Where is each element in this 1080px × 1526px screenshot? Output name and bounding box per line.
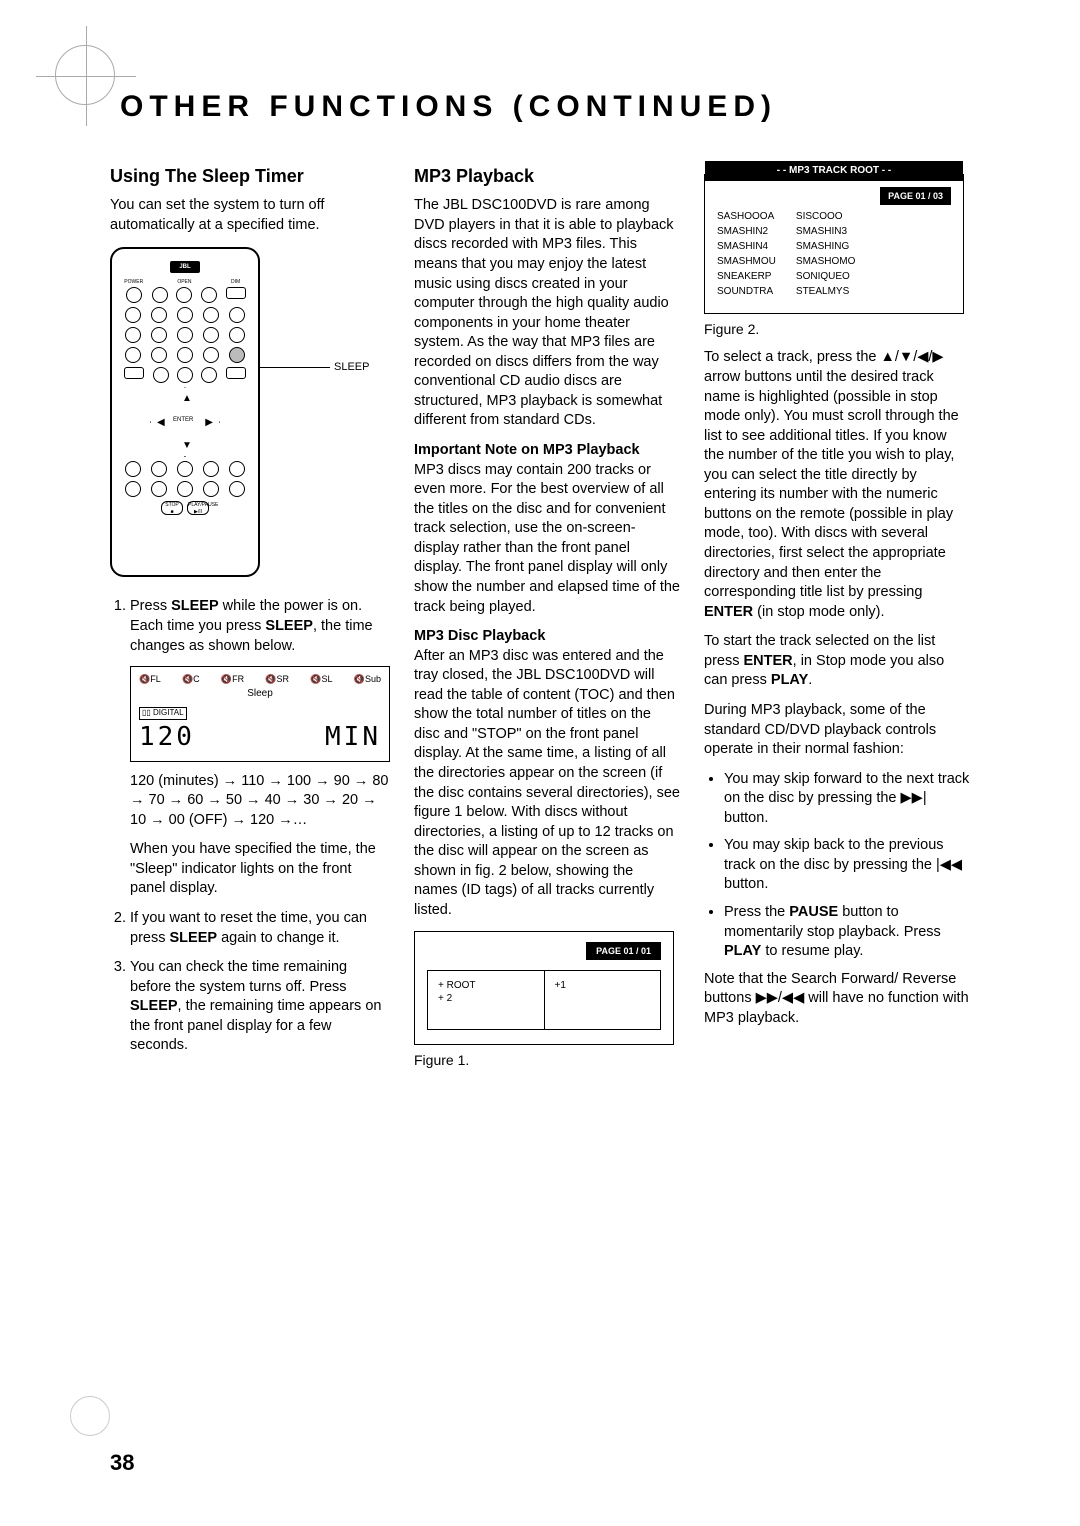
page-number: 38: [110, 1450, 134, 1476]
fig1-caption: Figure 1.: [414, 1051, 680, 1070]
fig1-left-panel: + ROOT + 2: [427, 970, 545, 1030]
step-3: You can check the time remaining before …: [130, 958, 390, 1056]
mp3-note: Important Note on MP3 PlaybackMP3 discs …: [414, 441, 680, 617]
mp3-disc: MP3 Disc PlaybackAfter an MP3 disc was e…: [414, 627, 680, 920]
fig2-page: PAGE 01 / 03: [880, 187, 951, 205]
column-3: - - MP3 TRACK ROOT - - PAGE 01 / 03 SASH…: [704, 164, 970, 1079]
figure-1-box: PAGE 01 / 01 + ROOT + 2 +1: [414, 931, 674, 1045]
sleep-sequence: 120 (minutes) → 110 → 100 → 90 → 80 → 70…: [130, 772, 390, 831]
column-2: MP3 Playback The JBL DSC100DVD is rare a…: [414, 164, 680, 1079]
remote-illustration: JBL POWER OPEN DIM ▲ ▼ ◀ ▶ ENTER STOP■PL…: [110, 247, 390, 577]
col3-p1: To select a track, press the ▲/▼/◀/▶ arr…: [704, 348, 970, 622]
crosshair-decoration: [55, 45, 115, 105]
sleep-callout-line: [260, 367, 330, 368]
crosshair-decoration-bottom: [70, 1396, 110, 1436]
step-2: If you want to reset the time, you can p…: [130, 909, 390, 948]
content-columns: Using The Sleep Timer You can set the sy…: [110, 164, 970, 1079]
display-panel: 🔇FL 🔇C 🔇FR 🔇SR 🔇SL 🔇Sub Sleep ▯▯ DIGITAL…: [130, 666, 390, 762]
sleep-steps: Press SLEEP while the power is on. Each …: [110, 597, 390, 1056]
col3-p3: During MP3 playback, some of the standar…: [704, 701, 970, 760]
sleep-intro: You can set the system to turn off autom…: [110, 196, 390, 235]
fig2-title: - - MP3 TRACK ROOT - -: [705, 161, 963, 181]
fig1-right-panel: +1: [545, 970, 662, 1030]
mp3-p1: The JBL DSC100DVD is rare among DVD play…: [414, 196, 680, 431]
fig1-page: PAGE 01 / 01: [586, 942, 661, 960]
bullet-3: Press the PAUSE button to momentarily st…: [724, 903, 970, 962]
fig2-right-list: SISCOOOSMASHIN3 SMASHINGSMASHOMO SONIQUE…: [796, 209, 855, 299]
fig2-caption: Figure 2.: [704, 320, 970, 339]
remote-logo: JBL: [170, 261, 200, 273]
step-1: Press SLEEP while the power is on. Each …: [130, 597, 390, 899]
column-1: Using The Sleep Timer You can set the sy…: [110, 164, 390, 1079]
playback-bullets: You may skip forward to the next track o…: [704, 770, 970, 962]
fig2-left-list: SASHOOOASMASHIN2 SMASHIN4SMASHMOU SNEAKE…: [717, 209, 776, 299]
sleep-callout-label: SLEEP: [334, 360, 369, 375]
sleep-after: When you have specified the time, the "S…: [130, 840, 390, 899]
bullet-2: You may skip back to the previous track …: [724, 836, 970, 895]
figure-2-box: - - MP3 TRACK ROOT - - PAGE 01 / 03 SASH…: [704, 174, 964, 314]
mp3-heading: MP3 Playback: [414, 164, 680, 188]
page-title: OTHER FUNCTIONS (CONTINUED): [120, 90, 970, 124]
col3-note: Note that the Search Forward/ Reverse bu…: [704, 970, 970, 1029]
sleep-timer-heading: Using The Sleep Timer: [110, 164, 390, 188]
bullet-1: You may skip forward to the next track o…: [724, 770, 970, 829]
col3-p2: To start the track selected on the list …: [704, 632, 970, 691]
remote-body: JBL POWER OPEN DIM ▲ ▼ ◀ ▶ ENTER STOP■PL…: [110, 247, 260, 577]
